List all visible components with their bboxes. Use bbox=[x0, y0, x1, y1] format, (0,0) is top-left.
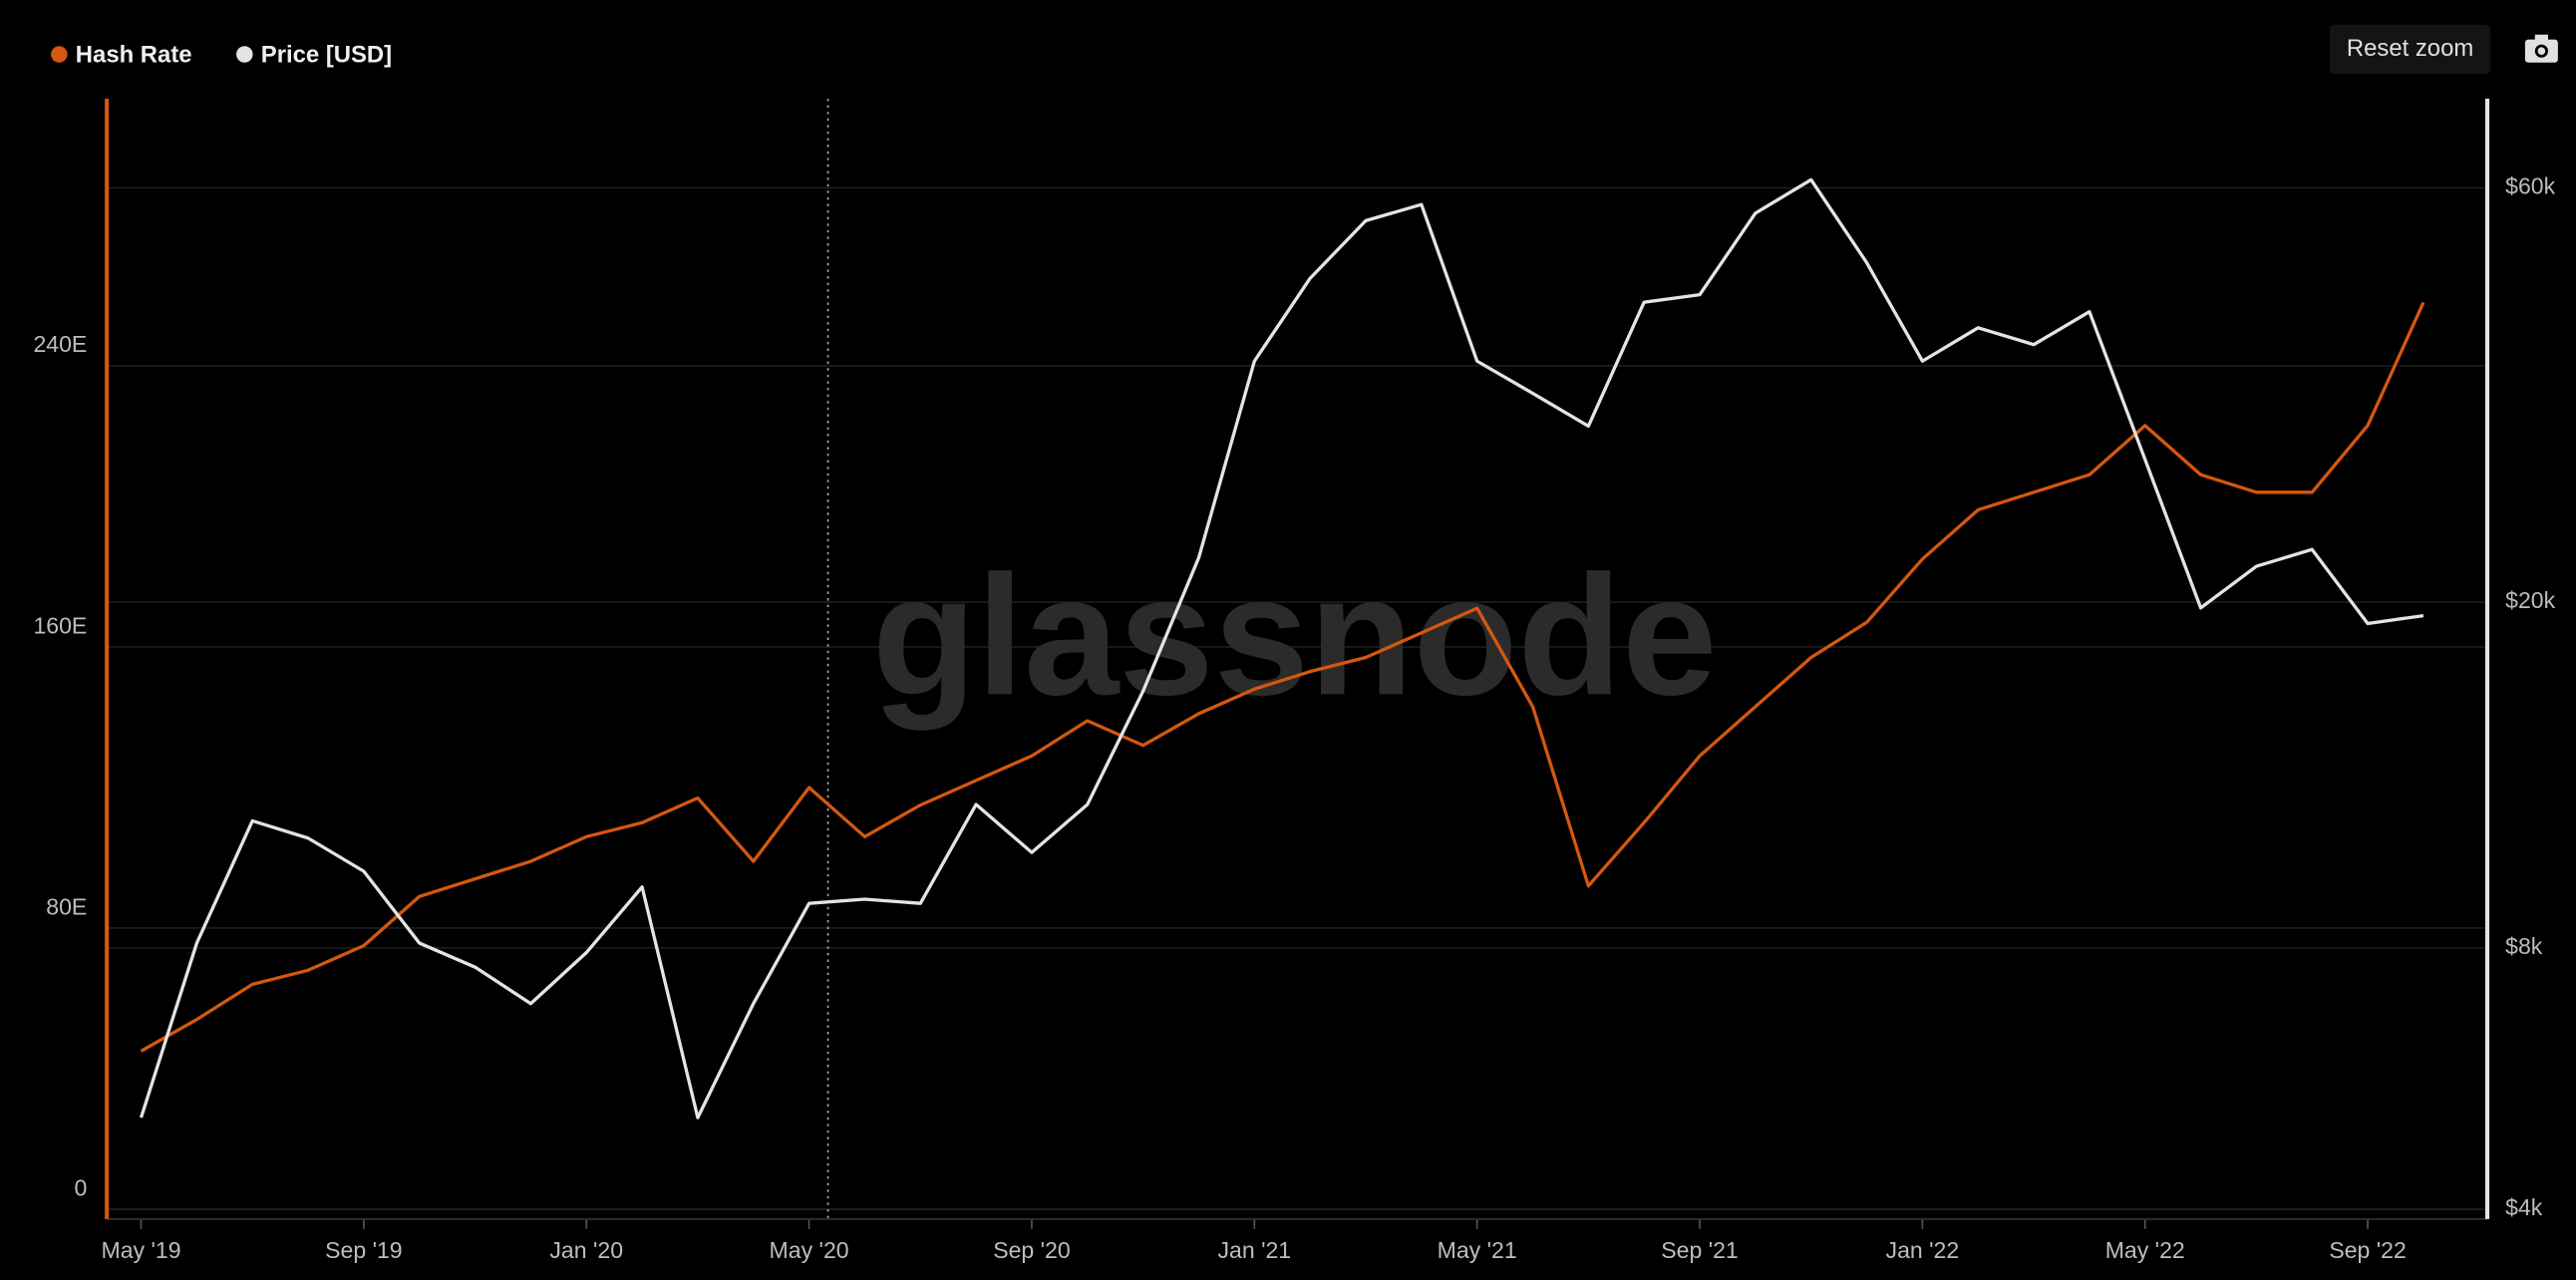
x-tick-label: Sep '19 bbox=[325, 1237, 403, 1263]
plot-area: 0 80E 160E 240E $4k $8k $20k $60k May '19 Sep '19… bbox=[33, 98, 2556, 1263]
reset-zoom-label[interactable]: Reset zoom bbox=[2347, 35, 2473, 62]
y-tick-label: 240E bbox=[33, 331, 87, 357]
legend-swatch[interactable] bbox=[236, 46, 253, 63]
x-tick-label: May '20 bbox=[770, 1237, 849, 1263]
y2-tick-label: $60k bbox=[2505, 173, 2555, 199]
x-tick-label: May '22 bbox=[2105, 1237, 2185, 1263]
legend-label[interactable]: Hash Rate bbox=[76, 41, 192, 68]
x-tick-label: May '19 bbox=[102, 1237, 181, 1263]
y-tick-label: 160E bbox=[33, 612, 87, 638]
x-tick-label: Jan '20 bbox=[549, 1237, 623, 1263]
x-tick-label: May '21 bbox=[1438, 1237, 1517, 1263]
legend-item[interactable]: Hash Rate bbox=[51, 41, 192, 68]
y-tick-label: 80E bbox=[46, 893, 87, 919]
y2-tick-label: $8k bbox=[2505, 933, 2543, 959]
series-line bbox=[140, 301, 2425, 1053]
legend-label[interactable]: Price [USD] bbox=[261, 41, 392, 68]
y2-tick-label: $20k bbox=[2505, 587, 2555, 613]
grid bbox=[107, 186, 2488, 1210]
y-tick-label: 0 bbox=[75, 1174, 88, 1200]
legend-item[interactable]: Price [USD] bbox=[236, 41, 392, 68]
x-tick-label: Sep '20 bbox=[993, 1237, 1070, 1263]
x-tick-label: Sep '22 bbox=[2329, 1237, 2406, 1263]
series-line bbox=[139, 177, 2424, 1120]
x-tick-label: Jan '22 bbox=[1886, 1237, 1960, 1263]
legend-swatch[interactable] bbox=[51, 46, 68, 63]
x-tick-label: Jan '21 bbox=[1217, 1237, 1291, 1263]
watermark: glassnode bbox=[872, 540, 1718, 731]
x-tick-label: Sep '21 bbox=[1661, 1237, 1739, 1263]
camera-icon[interactable] bbox=[2524, 34, 2558, 63]
reset-zoom-button[interactable] bbox=[2329, 24, 2491, 75]
y2-tick-label: $4k bbox=[2505, 1194, 2543, 1220]
